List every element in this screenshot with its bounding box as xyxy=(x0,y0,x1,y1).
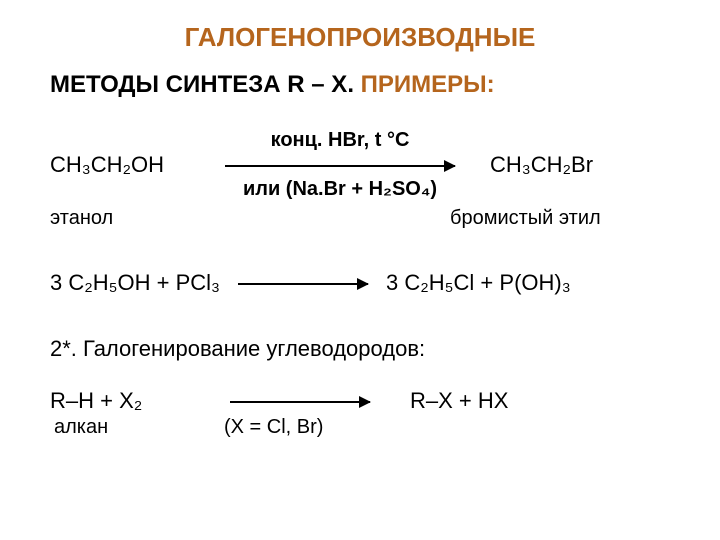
reaction-3-left: R–H + X₂ xyxy=(50,388,220,414)
reaction-3-right: R–X + HX xyxy=(380,388,508,414)
reaction-2: 3 C₂H₅OH + PCl₃ 3 C₂H₅Cl + P(OH)₃ xyxy=(50,270,670,296)
slide: ГАЛОГЕНОПРОИЗВОДНЫЕ МЕТОДЫ СИНТЕЗА R – X… xyxy=(0,0,720,459)
slide-subtitle: МЕТОДЫ СИНТЕЗА R – X. ПРИМЕРЫ: xyxy=(50,71,670,99)
reaction-1-reactant-label: этанол xyxy=(50,207,210,230)
reaction-1-arrowblock: конц. HBr, t °C или (Na.Br + H₂SO₄) xyxy=(210,129,470,201)
reaction-1-reactant: CH₃CH₂OH xyxy=(50,152,210,178)
reaction-3-left-label: алкан xyxy=(50,416,174,439)
reaction-2-right: 3 C₂H₅Cl + P(OH)₃ xyxy=(386,270,571,296)
slide-title: ГАЛОГЕНОПРОИЗВОДНЫЕ xyxy=(50,22,670,53)
reaction-3-sub: алкан (X = Cl, Br) xyxy=(50,416,670,439)
subtitle-accent: ПРИМЕРЫ: xyxy=(361,71,495,98)
reaction-1-product: CH₃CH₂Br xyxy=(470,152,593,178)
subtitle-plain: МЕТОДЫ СИНТЕЗА R – X. xyxy=(50,71,361,98)
section-2-heading: 2*. Галогенирование углеводородов: xyxy=(50,336,670,362)
reaction-2-left: 3 C₂H₅OH + PCl₃ xyxy=(50,270,220,296)
reaction-1-line: CH₃CH₂OH конц. HBr, t °C или (Na.Br + H₂… xyxy=(50,129,670,201)
reaction-2-arrow xyxy=(238,270,368,296)
reaction-3-arrow xyxy=(220,388,380,414)
reaction-1-cond-top: конц. HBr, t °C xyxy=(210,129,470,152)
reaction-3-cond: (X = Cl, Br) xyxy=(174,416,323,439)
reaction-1-cond-bot: или (Na.Br + H₂SO₄) xyxy=(210,178,470,201)
reaction-3-line: R–H + X₂ R–X + HX xyxy=(50,388,670,414)
reaction-1-product-label: бромистый этил xyxy=(450,207,601,230)
reaction-1-arrow xyxy=(210,152,470,178)
reaction-3: R–H + X₂ R–X + HX алкан (X = Cl, Br) xyxy=(50,388,670,439)
reaction-1: CH₃CH₂OH конц. HBr, t °C или (Na.Br + H₂… xyxy=(50,129,670,230)
reaction-1-labels: этанол бромистый этил xyxy=(50,207,670,230)
